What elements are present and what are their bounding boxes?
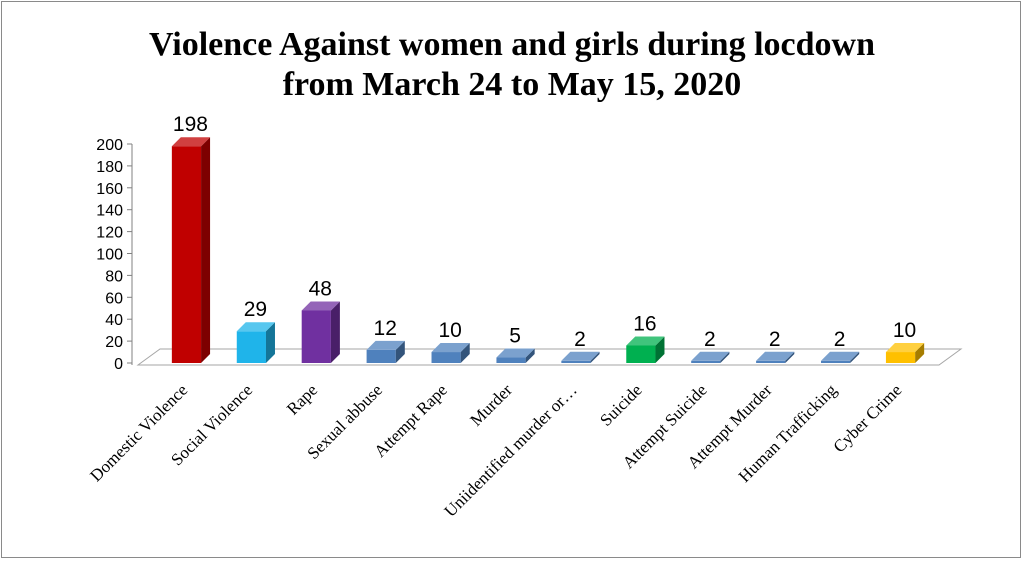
bar-front [756,360,786,363]
bar-top [561,351,600,361]
category-label: Murder [466,380,516,430]
category-label: Suicide [596,380,645,429]
bar [496,348,535,363]
bar-side [395,340,405,363]
y-tick-label: 40 [105,312,123,329]
category-label: Rape [283,380,321,418]
bar-top [691,351,730,361]
y-tick-label: 180 [96,159,123,176]
y-tick-label: 60 [105,290,123,307]
y-tick-label: 120 [96,225,123,242]
chart-title: Violence Against women and girls during … [149,26,875,103]
chart-floor [136,348,963,366]
bar-side [590,351,600,363]
bar-top [236,322,275,332]
value-label: 16 [633,312,656,335]
chart-floor-plane [136,348,963,366]
bar-side [785,351,795,363]
bar-side [460,343,470,363]
bar-side [330,301,340,363]
bar-front [885,352,916,363]
value-label: 12 [374,317,397,340]
value-label: 10 [438,319,461,342]
bar-top [821,351,860,361]
y-tick-label: 80 [105,268,123,285]
value-label: 5 [509,325,521,348]
bar [366,340,405,363]
bar [756,351,795,363]
bar-top [431,343,470,353]
bar-front [236,331,266,363]
y-tick-label: 200 [96,137,123,154]
value-label: 2 [834,328,846,351]
value-label: 29 [244,298,267,321]
category-label: Domestic Violence [86,380,191,485]
bar-front [171,146,202,363]
bar [626,336,665,363]
y-tick-label: 0 [114,356,123,373]
bar [821,351,860,363]
bar-front [496,357,526,363]
value-label: 2 [574,328,586,351]
bar-side [525,348,535,363]
bar [691,351,730,363]
value-labels: 198 29 48 12 10 5 2 16 2 2 2 10 [173,113,916,351]
bar [431,343,470,363]
bar-side [265,322,275,363]
bar-top [496,348,535,358]
chart-title-line-2: from March 24 to May 15, 2020 [283,66,742,103]
bar [885,343,925,363]
bar [236,322,275,363]
value-label: 48 [309,277,332,300]
y-axis: 0 20 40 60 80 100 120 140 160 180 200 [96,137,133,373]
category-label: Cyber Crime [829,380,905,456]
bars [171,137,925,363]
bar-top [626,336,665,346]
bar-front [691,360,721,363]
chart-title-line-1: Violence Against women and girls during … [149,26,875,63]
y-tick-label: 100 [96,247,123,264]
bar-side [850,351,860,363]
bar-side [201,137,211,363]
bar-front [301,310,331,363]
category-label: Uniidentified murder or… [440,380,580,520]
bar-front [431,352,461,363]
bar-side [720,351,730,363]
bar-front [366,349,396,363]
bar [301,301,340,363]
bar [171,137,211,363]
bar-top [301,301,340,311]
bar [561,351,600,363]
bar-side [915,343,925,363]
bar-front [561,360,591,363]
bar-front [626,345,656,363]
value-label: 2 [704,328,716,351]
bar-side [655,336,665,363]
bar-top [171,137,211,147]
value-label: 2 [769,328,781,351]
bar-top [756,351,795,361]
value-label: 10 [893,319,916,342]
bar-front [821,360,851,363]
bar-top [885,343,925,353]
y-tick-label: 20 [105,334,123,351]
bar-top [366,340,405,350]
y-tick-label: 160 [96,181,123,198]
y-tick-label: 140 [96,203,123,220]
value-label: 198 [173,113,208,136]
